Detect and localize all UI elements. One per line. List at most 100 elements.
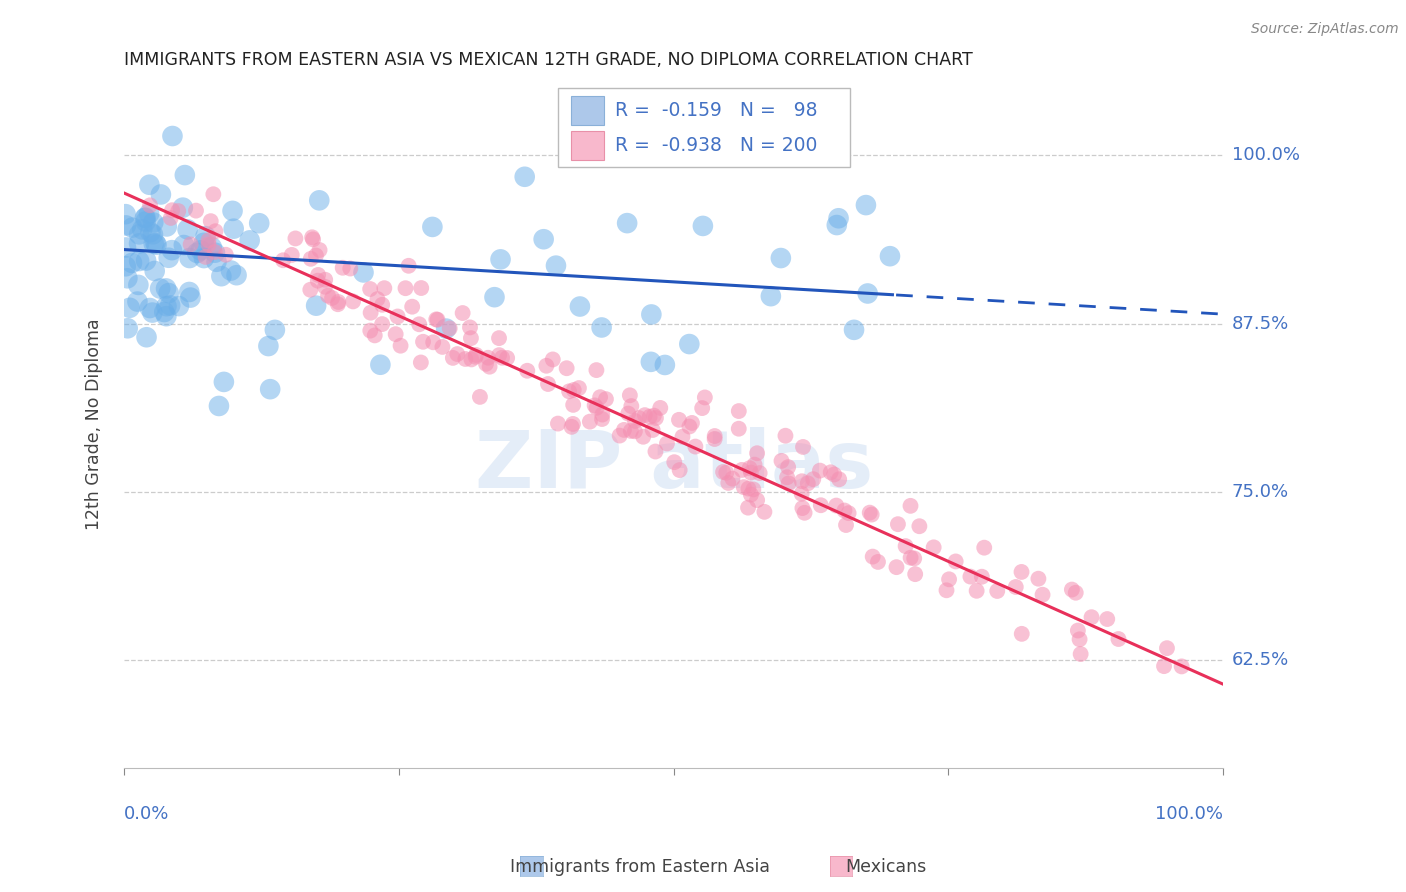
Point <box>591 408 613 422</box>
Point <box>328 295 350 310</box>
Point <box>115 240 138 254</box>
Point <box>742 483 765 497</box>
Point <box>1011 565 1033 579</box>
Point <box>412 334 434 349</box>
Point <box>468 390 491 404</box>
Point <box>200 214 222 228</box>
Point <box>408 318 430 332</box>
Point <box>308 243 330 257</box>
Point <box>638 409 661 424</box>
Point <box>609 428 631 442</box>
Point <box>825 499 848 513</box>
Point <box>759 289 782 303</box>
Point <box>835 518 858 533</box>
Point <box>886 560 908 574</box>
Point <box>1107 632 1129 646</box>
Text: Immigrants from Eastern Asia: Immigrants from Eastern Asia <box>510 858 769 876</box>
Point <box>668 463 690 477</box>
Point <box>908 519 931 533</box>
Point <box>842 323 865 337</box>
Text: 87.5%: 87.5% <box>1232 315 1289 333</box>
Point <box>204 224 226 238</box>
Point <box>754 505 776 519</box>
Point <box>149 281 172 295</box>
Point <box>271 253 294 268</box>
Point <box>1004 580 1026 594</box>
Point <box>167 204 190 219</box>
Point <box>589 390 612 404</box>
Point <box>966 583 988 598</box>
Point <box>394 281 416 295</box>
Point <box>454 351 477 366</box>
Point <box>678 337 700 351</box>
Point <box>568 381 591 395</box>
Point <box>827 211 849 226</box>
Point <box>131 222 153 236</box>
Point <box>398 259 420 273</box>
Point <box>1080 610 1102 624</box>
Text: 100.0%: 100.0% <box>1156 805 1223 823</box>
Point <box>643 409 665 423</box>
Point <box>360 306 382 320</box>
Point <box>155 281 177 295</box>
Point <box>451 306 474 320</box>
Point <box>264 323 287 337</box>
Point <box>496 351 519 365</box>
Point <box>685 440 707 454</box>
Point <box>904 567 927 582</box>
Point <box>332 260 354 275</box>
Point <box>790 475 813 489</box>
Text: 75.0%: 75.0% <box>1232 483 1289 500</box>
Point <box>422 219 444 234</box>
Point <box>1032 588 1054 602</box>
Point <box>135 214 157 228</box>
Text: R =  -0.938   N = 200: R = -0.938 N = 200 <box>616 136 818 155</box>
Point <box>197 237 219 252</box>
Point <box>973 541 995 555</box>
Point <box>1028 572 1050 586</box>
Point <box>797 476 820 491</box>
Point <box>142 215 165 229</box>
Point <box>640 308 662 322</box>
Point <box>693 391 716 405</box>
Point <box>664 455 686 469</box>
Point <box>900 499 922 513</box>
Point <box>986 584 1008 599</box>
Point <box>644 444 666 458</box>
Point <box>434 321 457 335</box>
Point <box>856 286 879 301</box>
Point <box>121 256 143 270</box>
Text: IMMIGRANTS FROM EASTERN ASIA VS MEXICAN 12TH GRADE, NO DIPLOMA CORRELATION CHART: IMMIGRANTS FROM EASTERN ASIA VS MEXICAN … <box>124 51 973 69</box>
Point <box>156 219 179 234</box>
Point <box>938 572 960 586</box>
Point <box>308 194 330 208</box>
Point <box>194 229 217 244</box>
Point <box>314 279 336 293</box>
Point <box>579 415 602 429</box>
Point <box>172 201 194 215</box>
Point <box>792 501 814 516</box>
Point <box>591 320 613 334</box>
Point <box>359 324 381 338</box>
FancyBboxPatch shape <box>571 96 605 125</box>
FancyBboxPatch shape <box>558 88 849 167</box>
Point <box>138 178 160 192</box>
Point <box>640 355 662 369</box>
Point <box>717 475 740 490</box>
Point <box>475 357 498 371</box>
Point <box>703 429 725 443</box>
Point <box>488 348 510 362</box>
Point <box>157 251 180 265</box>
Point <box>583 398 606 412</box>
Point <box>135 253 157 268</box>
Point <box>134 211 156 225</box>
Point <box>1011 627 1033 641</box>
Point <box>342 294 364 309</box>
Point <box>411 281 433 295</box>
Point <box>1097 612 1119 626</box>
Point <box>613 423 636 437</box>
Point <box>155 309 177 323</box>
Point <box>257 339 280 353</box>
Point <box>1069 632 1091 647</box>
Text: 0.0%: 0.0% <box>124 805 170 823</box>
